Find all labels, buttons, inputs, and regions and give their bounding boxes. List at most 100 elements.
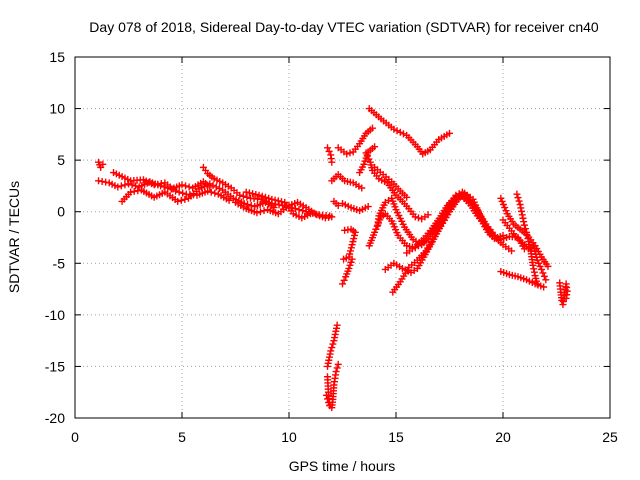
data-point [526,244,534,252]
series-sat-03 [110,169,233,204]
data-point [508,247,516,255]
data-point [393,127,401,135]
data-point [517,204,525,212]
data-point [538,265,546,273]
data-point [324,144,332,152]
data-point [346,261,354,269]
data-point [206,180,214,188]
series-sat-13 [339,255,356,288]
data-point [204,187,212,195]
data-point [368,124,376,132]
data-point [326,402,334,410]
data-point [181,195,189,203]
data-point [209,181,217,189]
data-point [520,221,528,229]
data-point [540,283,548,291]
x-tick-label: 15 [388,429,404,445]
data-point [530,268,538,276]
data-point [525,241,533,249]
data-point [132,182,140,190]
y-tick-label: 15 [49,49,65,65]
data-point [327,347,335,355]
series-sat-15 [340,225,359,263]
data-point [390,125,398,133]
data-point [403,193,411,201]
data-point [265,194,273,202]
data-point [340,276,348,284]
x-tick-label: 5 [178,429,186,445]
data-point [117,182,125,190]
data-point [121,181,129,189]
data-point [536,262,544,270]
data-point [513,190,521,198]
series-sat-02 [95,177,214,193]
data-point [182,182,190,190]
data-points [95,105,571,412]
x-tick-label: 20 [495,429,511,445]
data-point [347,258,355,266]
data-point [306,210,314,218]
data-point [177,196,185,204]
data-point [414,214,422,222]
data-point [333,364,341,372]
axis-ticks: 0 5 10 15 20 25 -20 -15 -10 -5 0 5 10 15 [45,49,618,445]
y-tick-label: -10 [45,307,65,323]
data-point [542,276,550,284]
series-sat-28 [497,268,548,291]
data-point [518,211,526,219]
data-point [499,231,507,239]
data-point [225,196,233,204]
series-sat-01 [95,158,107,171]
data-point [498,197,506,205]
data-point [239,192,247,200]
data-point [516,200,524,208]
data-point [261,193,269,201]
data-point [446,129,453,137]
data-point [488,228,496,236]
data-point [365,155,373,163]
series-sat-19 [362,149,432,223]
data-point [396,128,404,136]
data-point [299,207,307,215]
data-point [497,194,505,202]
series-sat-08 [324,321,341,370]
data-point [329,340,337,348]
data-point [363,152,371,160]
data-point [270,204,278,212]
series-sat-21 [371,163,411,201]
series-sat-16 [330,197,372,215]
y-axis-label: SDTVAR / TECUs [6,181,22,293]
y-tick-label: 5 [57,152,65,168]
data-point [521,225,529,233]
series-sat-06 [232,198,336,222]
data-point [533,280,541,288]
data-point [519,214,527,222]
series-sat-10 [324,144,336,166]
data-point [399,130,407,138]
data-point [328,158,336,166]
data-point [514,194,522,202]
data-point [268,195,276,203]
data-point [128,181,136,189]
data-point [520,218,528,226]
data-point [361,157,369,165]
data-point [215,185,223,193]
data-point [99,160,107,168]
data-point [544,262,552,270]
data-point [529,261,537,269]
data-point [346,250,354,258]
data-point [346,149,354,157]
y-tick-label: -15 [45,358,65,374]
data-point [256,208,264,216]
data-point [501,204,509,212]
data-point [242,188,250,196]
data-point [328,344,336,352]
series-sat-12 [328,171,366,192]
data-point [211,189,219,197]
x-tick-label: 25 [602,429,618,445]
data-point [535,259,543,267]
data-point [424,211,432,219]
data-point [249,190,257,198]
data-point [450,194,458,202]
series-sat-25 [403,194,458,257]
